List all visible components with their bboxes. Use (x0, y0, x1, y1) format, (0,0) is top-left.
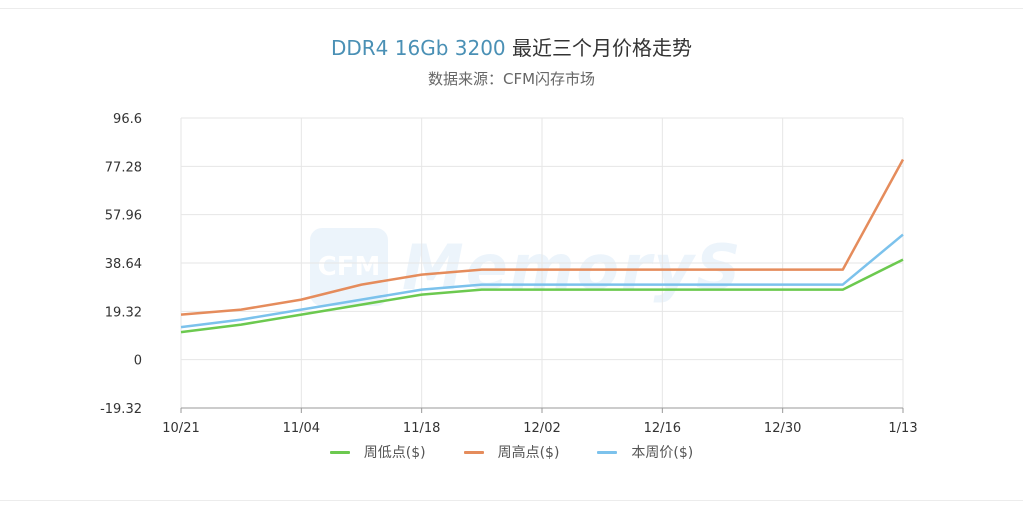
legend-label: 本周价($) (631, 445, 694, 461)
series-line-1 (180, 158, 905, 316)
y-tick-label: -19.32 (100, 402, 142, 417)
x-tick-label: 11/04 (283, 421, 320, 436)
legend-label: 周低点($) (363, 445, 426, 461)
chart-frame (0, 8, 1023, 501)
x-tick-label: 12/16 (644, 421, 681, 436)
legend-swatch (463, 450, 484, 454)
chart-legend: 周低点($) 周高点($) 本周价($) (0, 442, 1023, 462)
y-tick-label: 0 (134, 354, 142, 369)
y-tick-label: 38.64 (105, 257, 142, 272)
chart-subtitle: 数据来源：CFM闪存市场 (427, 70, 596, 88)
series-line-2 (180, 233, 904, 329)
x-tick-label: 10/21 (162, 421, 199, 436)
x-tick-label: 12/02 (523, 421, 560, 436)
legend-item-1[interactable]: 周高点($) (463, 442, 560, 462)
legend-swatch (329, 450, 350, 454)
chart-title: DDR4 16Gb 3200 最近三个月价格走势 (0, 32, 1023, 61)
y-tick-label: 19.32 (105, 305, 142, 320)
y-tick-label: 57.96 (105, 209, 142, 224)
series-lines (180, 158, 905, 334)
legend-swatch (597, 450, 618, 454)
grid-lines (180, 117, 904, 409)
x-tick-label: 1/13 (888, 421, 917, 436)
memorys-watermark: CFM MemoryS (310, 228, 743, 306)
y-tick-label: 96.6 (113, 112, 142, 127)
legend-item-0[interactable]: 周低点($) (329, 442, 426, 462)
chart-title-text: 最近三个月价格走势 (505, 36, 693, 60)
cfm-logo-icon: CFM (310, 228, 388, 306)
y-axis-ticks: 96.6 77.28 57.96 38.64 19.32 0 -19.32 (100, 112, 142, 417)
legend-item-2[interactable]: 本周价($) (597, 442, 693, 462)
legend-label: 周高点($) (497, 445, 560, 461)
y-tick-label: 77.28 (105, 160, 142, 175)
chart-title-product: DDR4 16Gb 3200 (330, 36, 506, 60)
x-axis-ticks: 10/21 11/04 11/18 12/02 12/16 12/30 1/13 (162, 407, 918, 436)
series-line-0 (180, 258, 904, 334)
x-tick-label: 12/30 (764, 421, 801, 436)
x-tick-label: 11/18 (403, 421, 440, 436)
